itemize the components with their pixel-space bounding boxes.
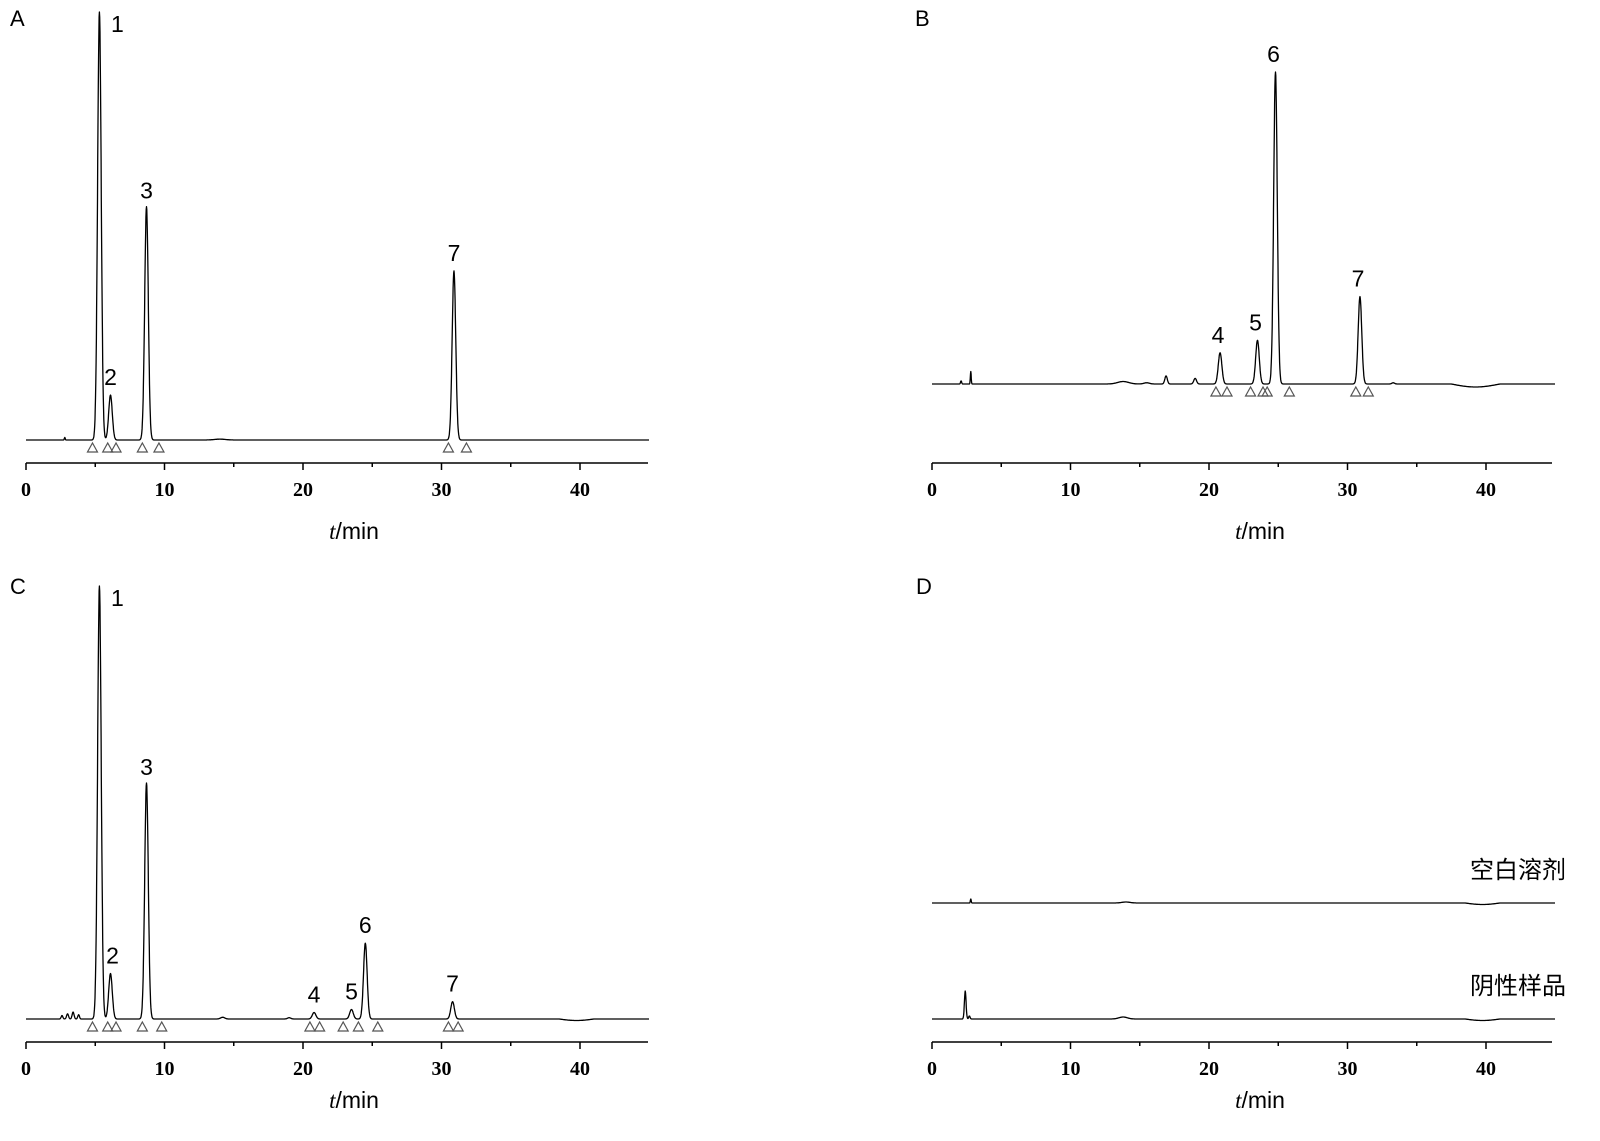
- panel-c-x-axis-unit: /min: [335, 1087, 378, 1113]
- peak-boundary-marker: [313, 1020, 326, 1032]
- peak-label-3: 3: [140, 178, 153, 204]
- panel-c-x-axis-title: t/min: [329, 1087, 379, 1113]
- panel-b-peak-labels: 4 5 6 7: [1212, 41, 1365, 348]
- peak-boundary-marker: [136, 1020, 149, 1032]
- peak-boundary-marker: [1244, 385, 1257, 397]
- panel-d-x-axis-title: t/min: [1235, 1087, 1285, 1113]
- peak-boundary-marker: [1362, 385, 1375, 397]
- peak-boundary-marker: [1283, 385, 1296, 397]
- x-tick-label: 10: [1061, 479, 1081, 501]
- peak-boundary-marker: [86, 441, 99, 453]
- peak-boundary-marker: [303, 1020, 316, 1032]
- x-tick-label: 30: [1338, 479, 1358, 501]
- peak-boundary-marker: [352, 1020, 365, 1032]
- peak-label-1: 1: [111, 585, 124, 611]
- x-tick-label: 10: [155, 479, 175, 501]
- peak-boundary-marker: [86, 1020, 99, 1032]
- panel-a-x-axis-var: t: [329, 519, 336, 544]
- peak-label-6: 6: [1267, 41, 1280, 67]
- peak-label-7: 7: [448, 240, 461, 266]
- peak-label-6: 6: [359, 912, 372, 938]
- panel-d-x-axis-var: t: [1235, 1088, 1242, 1113]
- peak-label-3: 3: [140, 754, 153, 780]
- x-tick-label: 0: [21, 1058, 31, 1080]
- panel-a-peak-labels: 1 2 3 7: [104, 11, 460, 390]
- peak-label-7: 7: [446, 971, 459, 997]
- panel-a-letter: A: [10, 6, 25, 31]
- peak-boundary-marker: [452, 1020, 465, 1032]
- peak-boundary-marker: [337, 1020, 350, 1032]
- panel-b-x-axis-var: t: [1235, 519, 1242, 544]
- x-tick-label: 30: [432, 479, 452, 501]
- x-tick-label: 20: [1199, 479, 1219, 501]
- x-tick-label: 0: [927, 479, 937, 501]
- panel-b-trace: [931, 71, 1556, 388]
- panel-d-x-axis-unit: /min: [1241, 1087, 1284, 1113]
- peak-boundary-marker: [371, 1020, 384, 1032]
- x-tick-label: 20: [1199, 1058, 1219, 1080]
- panel-c-x-axis-var: t: [329, 1088, 336, 1113]
- peak-boundary-marker: [110, 1020, 123, 1032]
- panel-b-x-axis-title: t/min: [1235, 518, 1285, 544]
- panel-b: B 4 5 6 7 0 10 20 30 40 t/min: [915, 6, 1556, 544]
- x-tick-label: 30: [1338, 1058, 1358, 1080]
- panel-b-x-ticks: 0 10 20 30 40: [927, 463, 1496, 501]
- peak-label-4: 4: [1212, 322, 1225, 348]
- x-tick-label: 40: [570, 1058, 590, 1080]
- x-tick-label: 0: [927, 1058, 937, 1080]
- peak-label-2: 2: [104, 364, 117, 390]
- panel-d-letter: D: [916, 574, 932, 599]
- peak-boundary-marker: [152, 441, 165, 453]
- panel-c-peak-labels: 1 2 3 4 5 6 7: [106, 585, 459, 1008]
- peak-boundary-marker: [1209, 385, 1222, 397]
- x-tick-label: 40: [570, 479, 590, 501]
- peak-boundary-marker: [460, 441, 473, 453]
- x-tick-label: 40: [1476, 1058, 1496, 1080]
- panel-d-x-ticks: 0 10 20 30 40: [927, 1042, 1496, 1080]
- x-tick-label: 10: [155, 1058, 175, 1080]
- peak-label-1: 1: [111, 11, 124, 37]
- panel-b-peak-markers: [1209, 385, 1375, 397]
- peak-boundary-marker: [442, 1020, 455, 1032]
- peak-label-5: 5: [345, 978, 358, 1004]
- panel-b-letter: B: [915, 6, 930, 31]
- peak-boundary-marker: [110, 441, 123, 453]
- x-tick-label: 20: [293, 1058, 313, 1080]
- peak-label-7: 7: [1352, 266, 1365, 292]
- x-tick-label: 20: [293, 479, 313, 501]
- peak-boundary-marker: [155, 1020, 168, 1032]
- panel-c-peak-markers: [86, 1020, 465, 1032]
- peak-label-2: 2: [106, 943, 119, 969]
- x-tick-label: 40: [1476, 479, 1496, 501]
- panel-a: A 1 2 3 7 0 10 20 30 40 t/min: [10, 6, 650, 544]
- panel-d: D 空白溶剂 阴性样品 0 10 20 30 40 t/min: [916, 574, 1566, 1113]
- panel-c-letter: C: [10, 574, 26, 599]
- panel-d-trace-negative-sample: [931, 990, 1556, 1022]
- peak-label-5: 5: [1249, 309, 1262, 335]
- panel-c-x-ticks: 0 10 20 30 40: [21, 1042, 590, 1080]
- panel-a-peak-markers: [86, 441, 473, 453]
- x-tick-label: 30: [432, 1058, 452, 1080]
- panel-c: C 1 2 3 4 5 6 7 0 10 20 30 40 t/min: [10, 574, 650, 1113]
- peak-boundary-marker: [1220, 385, 1234, 397]
- panel-a-x-axis-unit: /min: [335, 518, 378, 544]
- peak-boundary-marker: [101, 1020, 114, 1032]
- panel-a-x-ticks: 0 10 20 30 40: [21, 463, 590, 501]
- panel-d-trace-blank-solvent: [931, 898, 1556, 906]
- peak-label-4: 4: [308, 982, 321, 1008]
- x-tick-label: 0: [21, 479, 31, 501]
- panel-d-series-label-negative-sample: 阴性样品: [1470, 972, 1566, 1000]
- peak-boundary-marker: [136, 441, 149, 453]
- peak-boundary-marker: [1261, 385, 1274, 397]
- peak-boundary-marker: [101, 441, 114, 453]
- panel-b-x-axis-unit: /min: [1241, 518, 1284, 544]
- peak-boundary-marker: [442, 441, 455, 453]
- panel-d-series-label-blank-solvent: 空白溶剂: [1470, 856, 1566, 884]
- panel-c-trace: [25, 585, 650, 1022]
- x-tick-label: 10: [1061, 1058, 1081, 1080]
- panel-a-trace: [25, 11, 650, 441]
- peak-boundary-marker: [1349, 385, 1362, 397]
- panel-a-x-axis-title: t/min: [329, 518, 379, 544]
